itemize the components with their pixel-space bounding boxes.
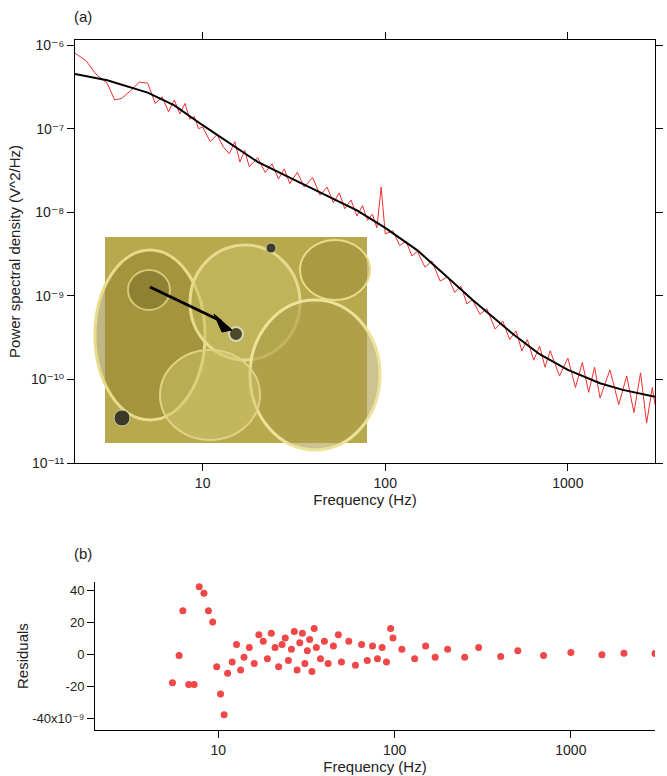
svg-text:Frequency (Hz): Frequency (Hz) — [323, 758, 426, 775]
svg-text:10: 10 — [210, 742, 226, 758]
svg-text:(b): (b) — [74, 545, 92, 562]
svg-text:10⁻¹⁰: 10⁻¹⁰ — [31, 371, 65, 387]
svg-text:(a): (a) — [74, 8, 92, 25]
svg-text:Residuals: Residuals — [14, 623, 31, 689]
svg-text:0: 0 — [77, 647, 84, 662]
svg-text:1000: 1000 — [555, 742, 586, 758]
svg-text:100: 100 — [374, 475, 398, 491]
svg-text:Frequency (Hz): Frequency (Hz) — [313, 491, 416, 508]
svg-text:40: 40 — [70, 583, 84, 598]
svg-text:10⁻⁶: 10⁻⁶ — [35, 37, 64, 53]
svg-text:-40x10⁻⁹: -40x10⁻⁹ — [32, 711, 84, 726]
svg-text:10⁻⁹: 10⁻⁹ — [35, 288, 64, 304]
svg-text:10⁻¹¹: 10⁻¹¹ — [32, 455, 65, 471]
svg-text:20: 20 — [70, 615, 84, 630]
svg-text:1000: 1000 — [552, 475, 583, 491]
svg-text:100: 100 — [383, 742, 407, 758]
svg-text:-20: -20 — [66, 679, 85, 694]
svg-text:10: 10 — [195, 475, 211, 491]
svg-text:Power spectral density (V^2/Hz: Power spectral density (V^2/Hz) — [6, 145, 23, 358]
svg-text:10⁻⁸: 10⁻⁸ — [35, 204, 64, 220]
svg-text:10⁻⁷: 10⁻⁷ — [36, 121, 64, 137]
